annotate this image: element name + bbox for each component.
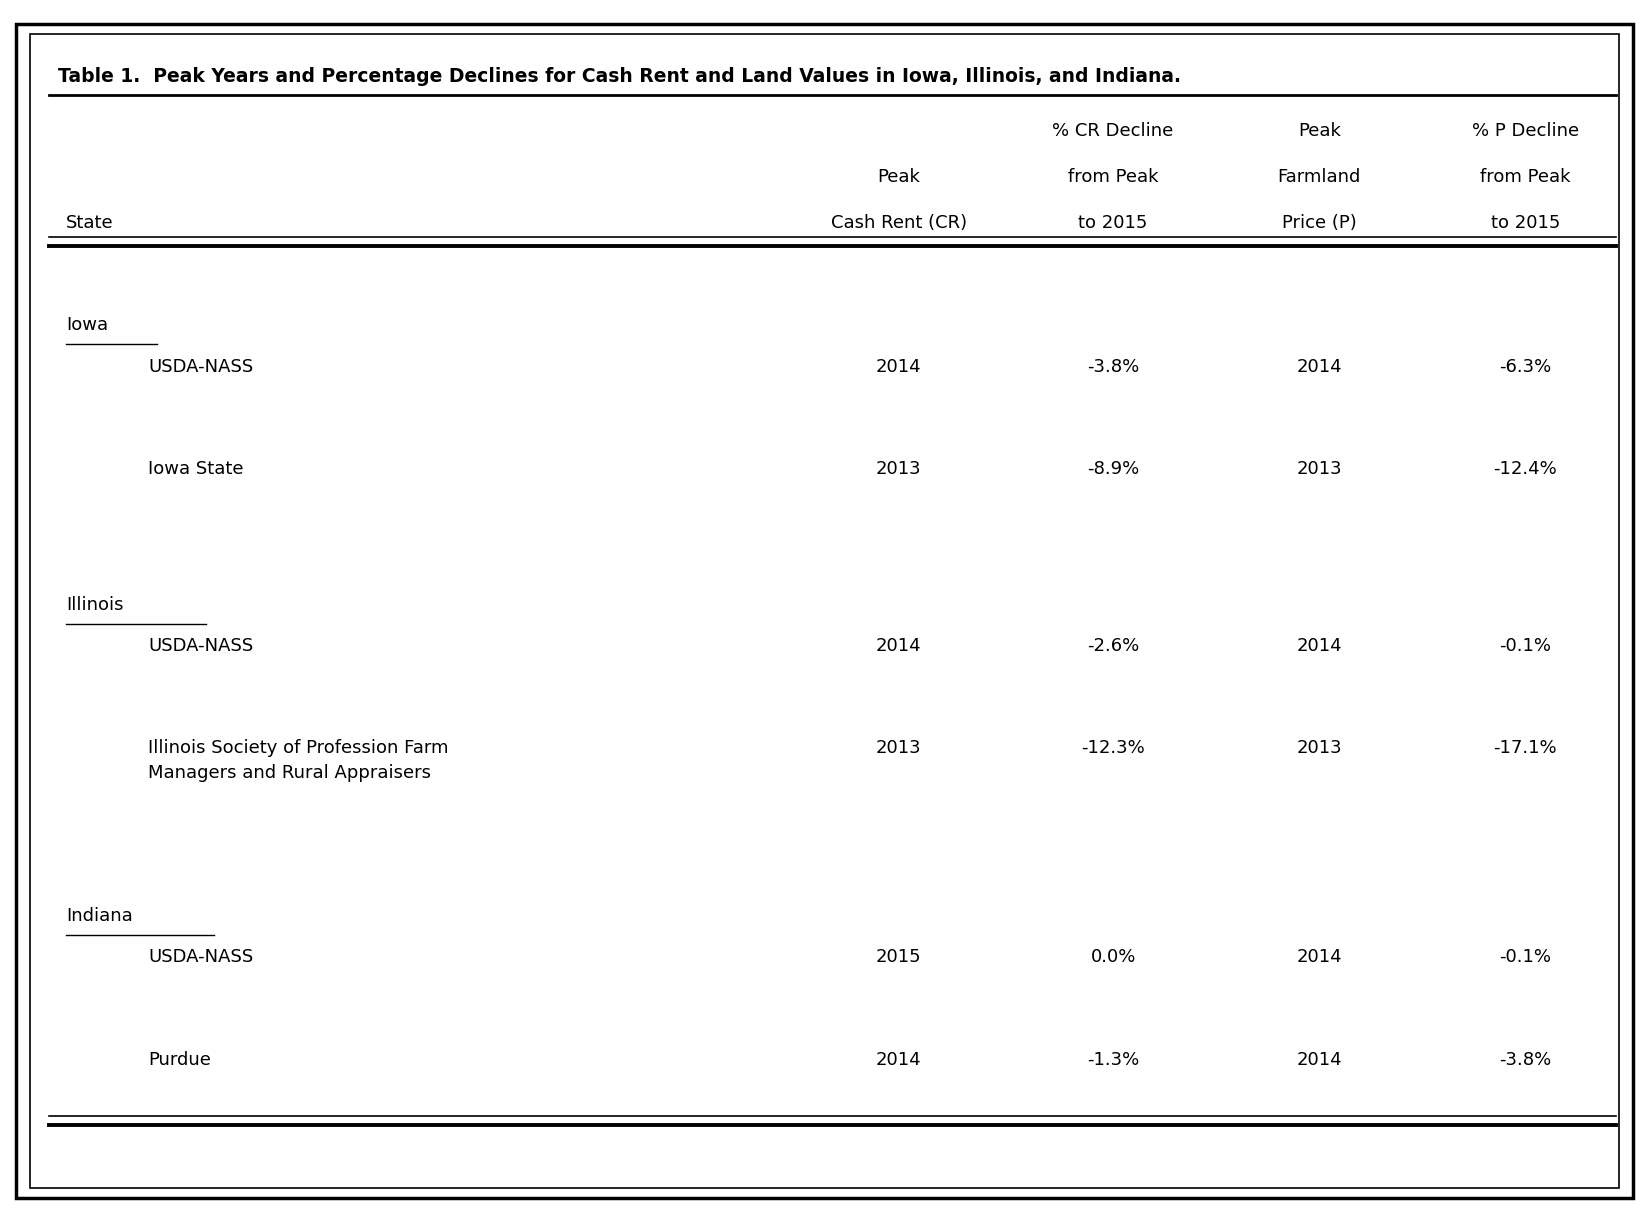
- Text: 2014: 2014: [1295, 358, 1341, 376]
- Text: -3.8%: -3.8%: [1086, 358, 1139, 376]
- Text: Peak: Peak: [1297, 122, 1340, 140]
- Text: Iowa State: Iowa State: [148, 460, 244, 478]
- Text: 2013: 2013: [1295, 460, 1341, 478]
- Text: to 2015: to 2015: [1490, 214, 1559, 232]
- Text: 2014: 2014: [1295, 1051, 1341, 1069]
- Text: -12.3%: -12.3%: [1081, 739, 1144, 758]
- Text: 2013: 2013: [875, 739, 921, 758]
- Text: Farmland: Farmland: [1277, 168, 1360, 186]
- Text: USDA-NASS: USDA-NASS: [148, 637, 254, 655]
- Text: -1.3%: -1.3%: [1086, 1051, 1139, 1069]
- Text: to 2015: to 2015: [1078, 214, 1147, 232]
- Text: -6.3%: -6.3%: [1498, 358, 1551, 376]
- Text: Table 1.  Peak Years and Percentage Declines for Cash Rent and Land Values in Io: Table 1. Peak Years and Percentage Decli…: [58, 67, 1180, 86]
- Text: from Peak: from Peak: [1068, 168, 1157, 186]
- Text: Indiana: Indiana: [66, 907, 132, 925]
- Text: 2013: 2013: [1295, 739, 1341, 758]
- Text: Illinois Society of Profession Farm
Managers and Rural Appraisers: Illinois Society of Profession Farm Mana…: [148, 739, 448, 782]
- Text: 2013: 2013: [875, 460, 921, 478]
- Text: from Peak: from Peak: [1480, 168, 1569, 186]
- Text: % CR Decline: % CR Decline: [1051, 122, 1173, 140]
- Text: USDA-NASS: USDA-NASS: [148, 358, 254, 376]
- Text: Peak: Peak: [877, 168, 920, 186]
- Text: -2.6%: -2.6%: [1086, 637, 1139, 655]
- Text: 0.0%: 0.0%: [1089, 948, 1135, 967]
- Text: -17.1%: -17.1%: [1493, 739, 1556, 758]
- Text: Purdue: Purdue: [148, 1051, 211, 1069]
- Text: USDA-NASS: USDA-NASS: [148, 948, 254, 967]
- Text: -12.4%: -12.4%: [1493, 460, 1556, 478]
- Text: Iowa: Iowa: [66, 316, 109, 334]
- Text: 2014: 2014: [875, 358, 921, 376]
- Text: 2015: 2015: [875, 948, 921, 967]
- Text: -3.8%: -3.8%: [1498, 1051, 1551, 1069]
- Text: 2014: 2014: [875, 1051, 921, 1069]
- Text: -0.1%: -0.1%: [1498, 637, 1551, 655]
- Text: Cash Rent (CR): Cash Rent (CR): [831, 214, 966, 232]
- Text: Illinois: Illinois: [66, 596, 124, 614]
- Text: Price (P): Price (P): [1280, 214, 1356, 232]
- Text: 2014: 2014: [875, 637, 921, 655]
- Text: 2014: 2014: [1295, 948, 1341, 967]
- Text: -0.1%: -0.1%: [1498, 948, 1551, 967]
- Text: State: State: [66, 214, 114, 232]
- Text: % P Decline: % P Decline: [1472, 122, 1577, 140]
- Text: -8.9%: -8.9%: [1086, 460, 1139, 478]
- Text: 2014: 2014: [1295, 637, 1341, 655]
